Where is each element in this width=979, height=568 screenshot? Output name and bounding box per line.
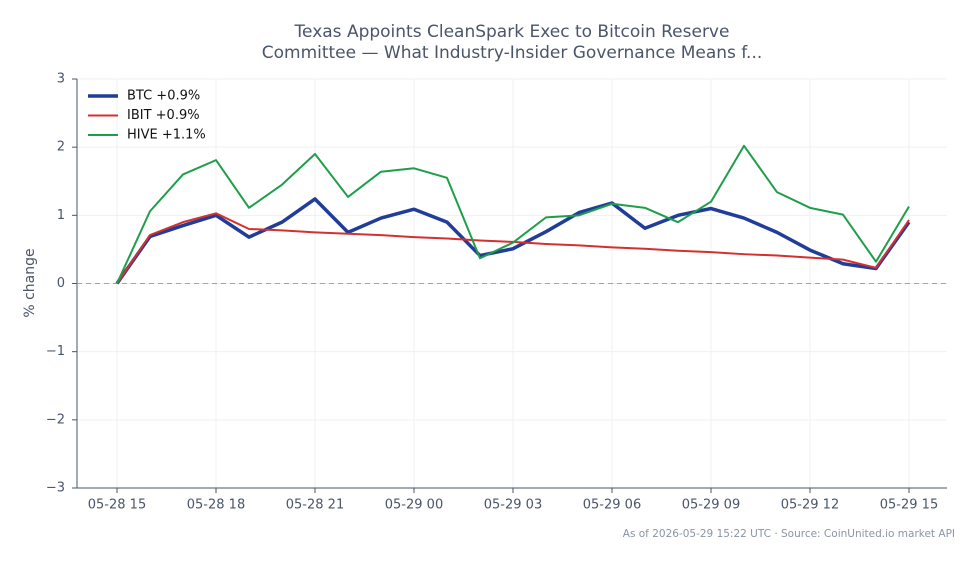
y-tick-label: −3 xyxy=(46,481,65,496)
y-tick-label: −2 xyxy=(46,412,65,427)
y-tick-label: 1 xyxy=(57,208,65,223)
series-line xyxy=(116,144,910,284)
source-note: As of 2026-05-29 15:22 UTC · Source: Coi… xyxy=(623,528,955,540)
legend-label: BTC +0.9% xyxy=(127,89,200,104)
x-tick-label: 05-29 06 xyxy=(583,498,641,513)
y-tick-label: 2 xyxy=(57,140,65,155)
x-tick-label: 05-29 15 xyxy=(880,498,938,513)
y-tick-label: −1 xyxy=(46,344,65,359)
x-tick-label: 05-29 00 xyxy=(385,498,443,513)
legend-label: HIVE +1.1% xyxy=(127,128,206,143)
x-tick-label: 05-29 09 xyxy=(682,498,740,513)
y-tick-label: 0 xyxy=(57,276,65,291)
series-line xyxy=(115,197,911,285)
chart-title: Committee — What Industry-Insider Govern… xyxy=(262,43,763,63)
x-tick-label: 05-29 03 xyxy=(484,498,542,513)
x-tick-label: 05-28 18 xyxy=(187,498,245,513)
x-tick-label: 05-29 12 xyxy=(781,498,839,513)
x-tick-label: 05-28 15 xyxy=(88,498,146,513)
legend-label: IBIT +0.9% xyxy=(127,108,200,123)
y-tick-label: 3 xyxy=(57,72,65,87)
y-axis-label: % change xyxy=(22,248,38,317)
x-tick-label: 05-28 21 xyxy=(286,498,344,513)
chart-title: Texas Appoints CleanSpark Exec to Bitcoi… xyxy=(294,22,730,42)
